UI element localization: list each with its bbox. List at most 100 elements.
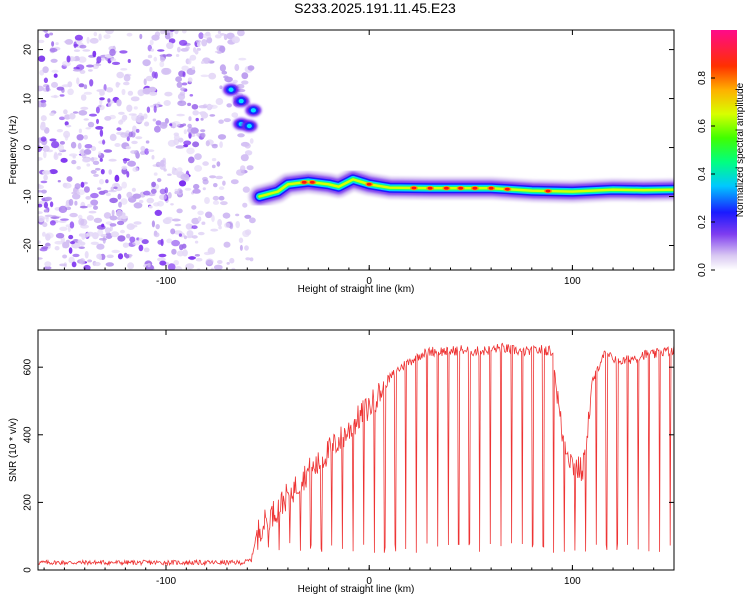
y-tick-label: 400	[23, 426, 34, 443]
noise-spot	[245, 229, 252, 236]
noise-spot	[78, 83, 85, 88]
noise-spot	[177, 46, 181, 53]
noise-spot	[40, 115, 47, 122]
noise-spot	[249, 217, 256, 224]
figure-title: S233.2025.191.11.45.E23	[294, 0, 456, 16]
noise-spot	[244, 143, 251, 149]
noise-spot	[105, 262, 115, 267]
noise-spot	[108, 169, 112, 175]
noise-spot	[102, 236, 106, 244]
colorbar-tick-label: 0.0	[697, 263, 708, 277]
noise-spot	[55, 42, 59, 46]
noise-spot	[38, 215, 45, 223]
noise-spot	[118, 111, 125, 115]
noise-spot	[126, 171, 130, 178]
noise-spot	[145, 75, 154, 82]
noise-spot	[217, 260, 223, 264]
noise-spot	[127, 262, 135, 270]
noise-spot	[99, 178, 104, 185]
trace-hotspot-core	[411, 186, 417, 190]
noise-spot	[174, 191, 179, 195]
noise-spot	[43, 77, 49, 84]
noise-spot	[218, 225, 222, 230]
noise-spot	[100, 234, 107, 238]
noise-spot	[210, 267, 214, 270]
noise-spot	[83, 149, 92, 155]
noise-spot	[87, 259, 93, 263]
noise-spot	[102, 189, 109, 194]
y-tick-label: 20	[23, 44, 34, 56]
noise-spot	[218, 186, 225, 190]
noise-spot	[93, 205, 98, 210]
noise-spot	[85, 196, 91, 200]
noise-spot	[131, 140, 138, 145]
noise-spot	[213, 183, 218, 188]
trace-hotspot-core	[427, 186, 433, 190]
noise-spot	[56, 129, 64, 133]
noise-spot	[153, 232, 160, 238]
noise-spot	[132, 193, 142, 199]
noise-spot	[107, 101, 112, 108]
noise-spot	[219, 64, 226, 72]
noise-spot	[223, 241, 231, 248]
noise-spot	[60, 218, 69, 221]
noise-spot	[114, 174, 120, 182]
noise-spot	[203, 251, 212, 256]
noise-spot	[191, 205, 197, 210]
noise-spot	[71, 159, 77, 165]
noise-spot	[157, 257, 166, 262]
noise-spot	[121, 165, 128, 170]
noise-spot	[59, 94, 65, 97]
noise-spot	[68, 247, 73, 254]
noise-spot	[159, 121, 168, 129]
noise-spot	[38, 211, 43, 214]
noise-spot	[175, 76, 183, 83]
noise-spot	[131, 187, 136, 192]
noise-spot	[114, 143, 121, 147]
noise-spot	[229, 222, 234, 230]
noise-spot	[125, 254, 130, 259]
noise-spot	[178, 233, 182, 237]
noise-spot	[119, 50, 128, 54]
noise-spot	[93, 217, 103, 223]
noise-spot	[164, 118, 169, 124]
noise-spot	[169, 32, 174, 38]
noise-spot	[159, 163, 166, 170]
noise-spot	[236, 83, 245, 89]
noise-spot	[185, 223, 193, 230]
colorbar-label: Normalized spectral amplitude	[735, 82, 746, 217]
noise-spot	[71, 261, 77, 268]
noise-spot	[73, 44, 79, 47]
noise-spot	[86, 163, 91, 167]
noise-spot	[68, 198, 74, 206]
noise-spot	[188, 156, 195, 164]
noise-spot	[185, 46, 190, 50]
noise-spot	[147, 54, 153, 59]
noise-spot	[62, 254, 68, 259]
noise-spot	[135, 152, 140, 159]
noise-spot	[126, 136, 130, 142]
noise-spot	[230, 179, 239, 185]
noise-spot	[166, 42, 174, 50]
noise-spot	[121, 181, 127, 189]
noise-spot	[126, 191, 133, 199]
noise-spot	[109, 197, 118, 204]
noise-spot	[187, 102, 192, 107]
noise-spot	[43, 30, 48, 34]
noise-spot	[177, 93, 186, 101]
noise-spot	[217, 51, 222, 54]
noise-spot	[123, 74, 131, 82]
noise-spot	[38, 240, 41, 244]
noise-spot	[212, 200, 220, 205]
noise-spot	[176, 167, 183, 173]
noise-spot	[38, 257, 43, 260]
noise-spot	[197, 41, 201, 48]
noise-spot	[179, 189, 183, 194]
noise-spot	[40, 99, 47, 104]
noise-spot	[104, 227, 111, 234]
noise-spot	[96, 56, 102, 64]
noise-spot	[183, 235, 187, 240]
x-tick-label: 100	[564, 276, 581, 287]
noise-spot	[163, 100, 171, 106]
noise-spot	[191, 217, 200, 225]
